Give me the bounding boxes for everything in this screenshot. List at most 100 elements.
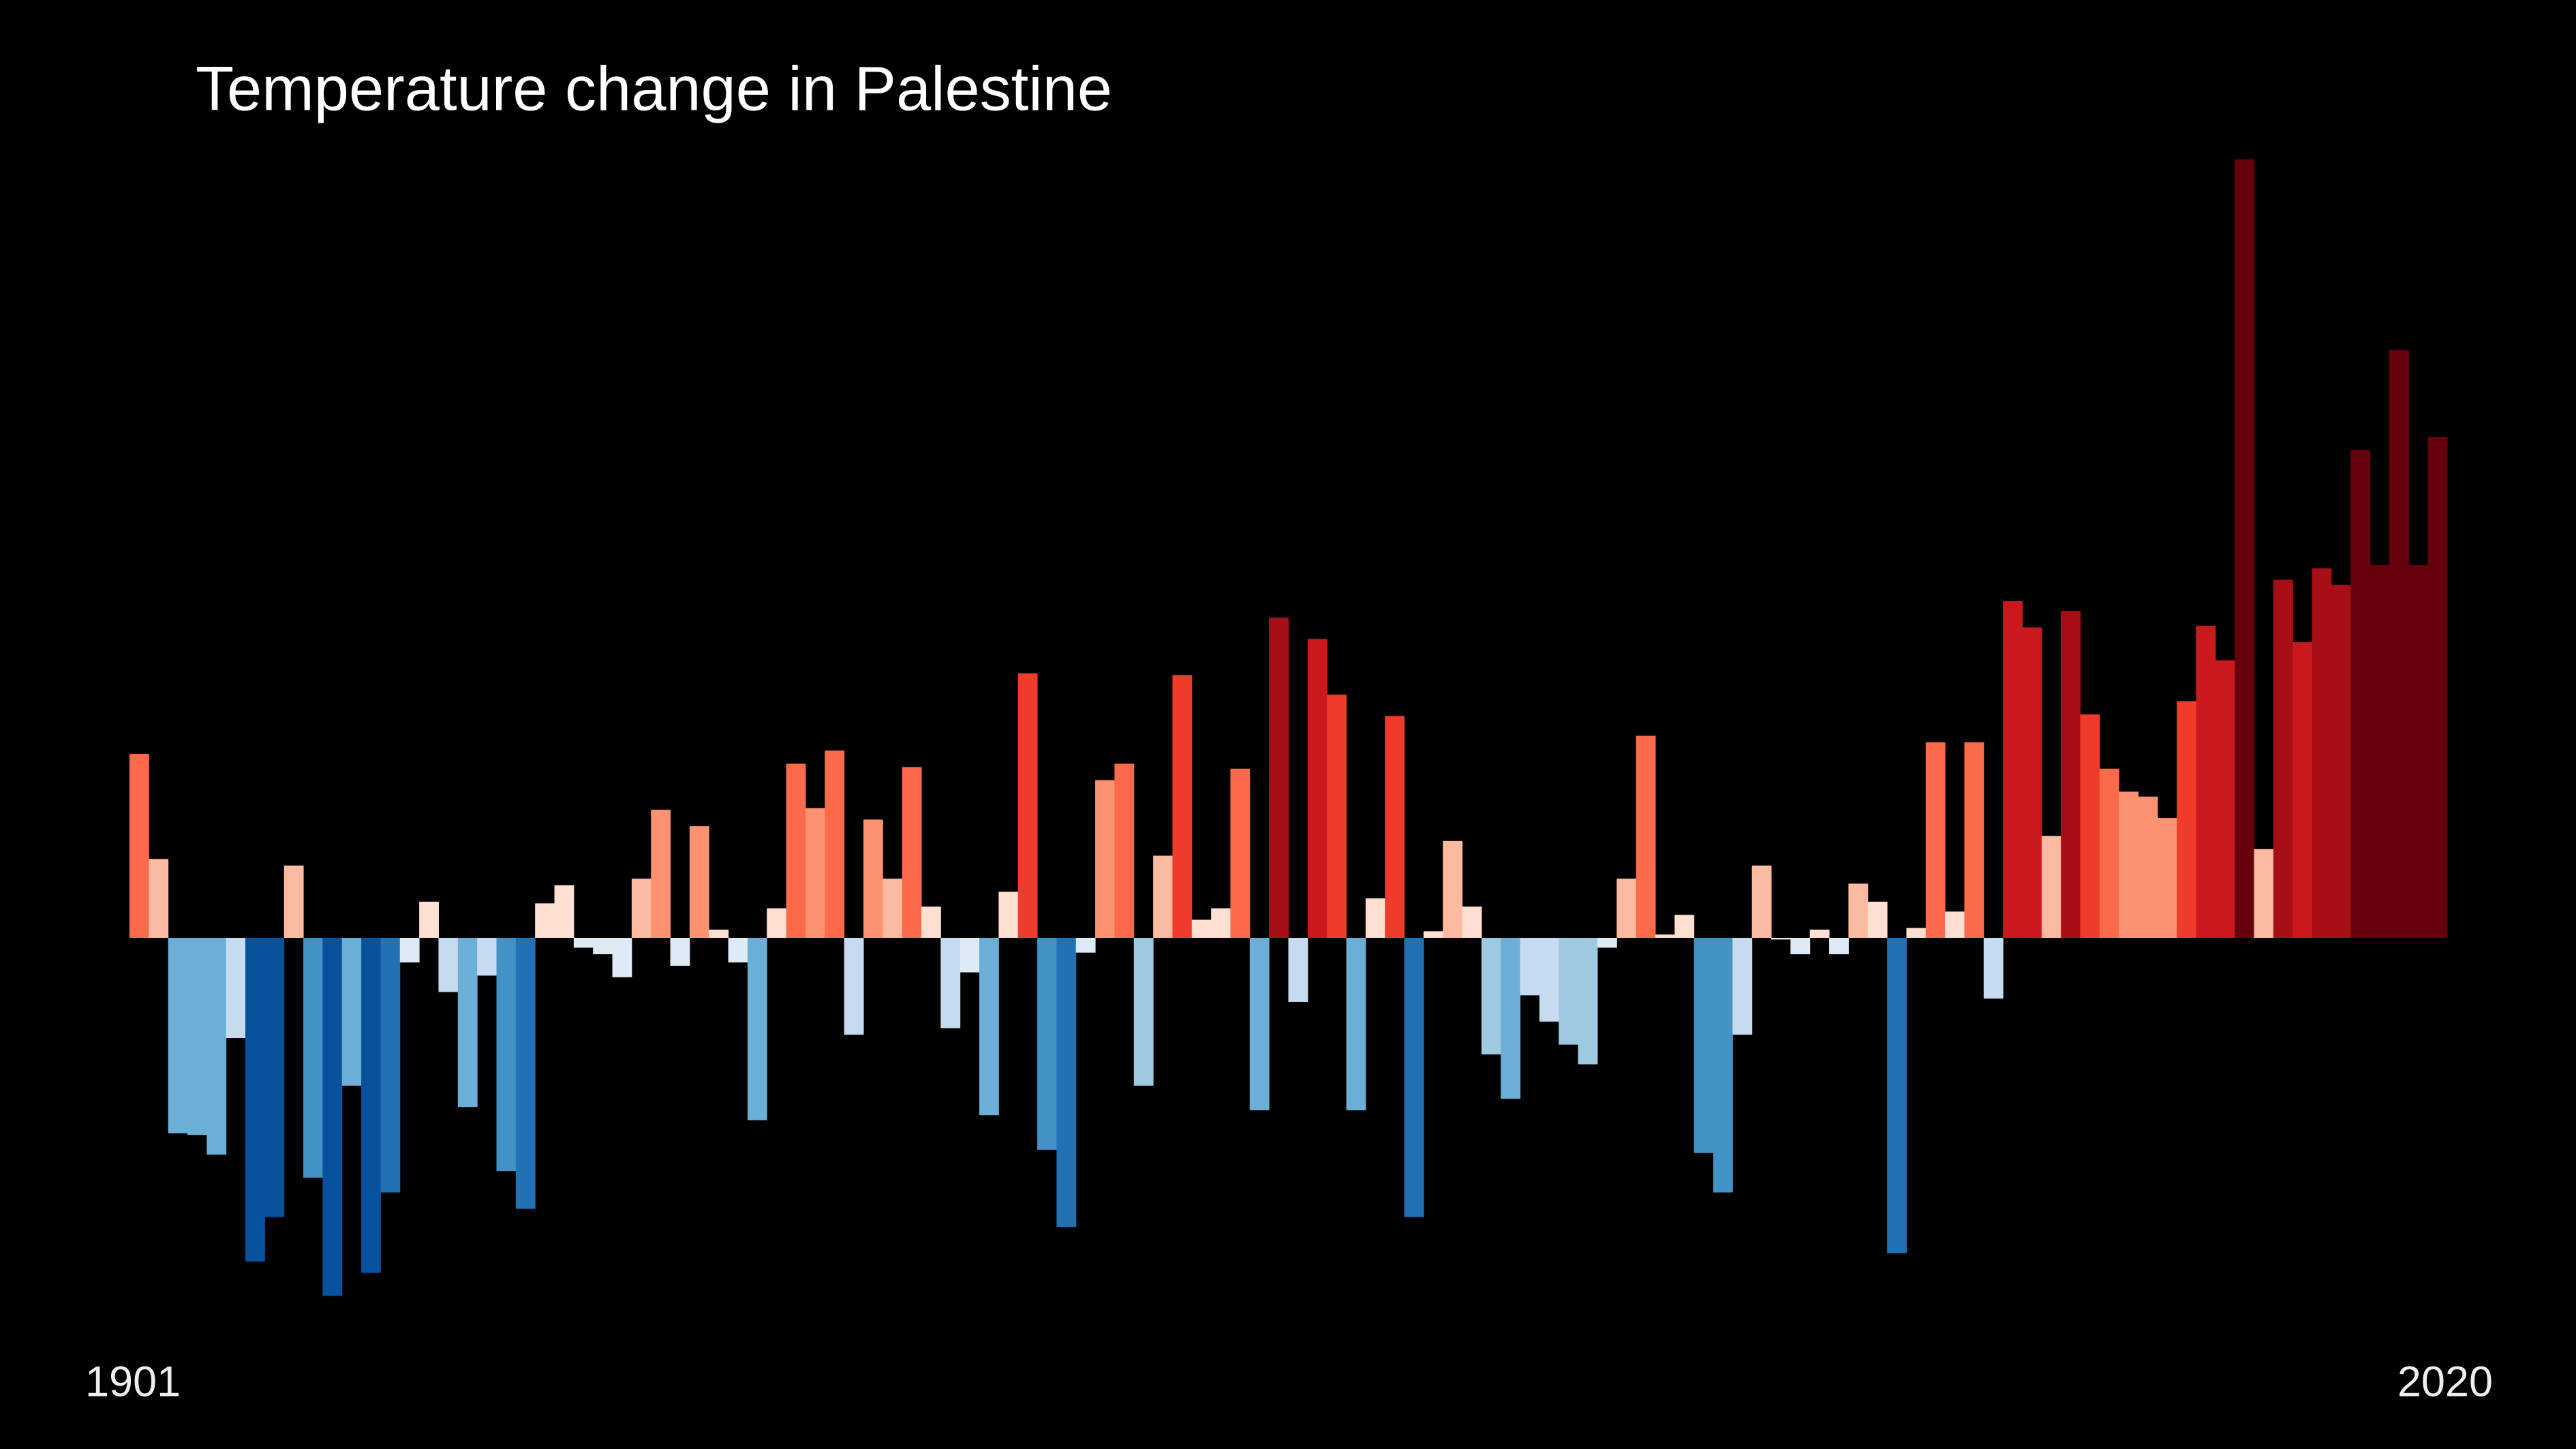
bar bbox=[554, 885, 574, 938]
bar bbox=[979, 938, 999, 1116]
bar bbox=[1751, 865, 1772, 938]
bar bbox=[2196, 626, 2216, 938]
bar bbox=[457, 938, 478, 1108]
bar bbox=[2235, 159, 2255, 938]
bar bbox=[380, 938, 401, 1193]
bar bbox=[1307, 639, 1328, 938]
bar bbox=[1327, 695, 1347, 938]
bar bbox=[612, 938, 632, 977]
bar bbox=[651, 810, 671, 938]
bar bbox=[2331, 584, 2351, 938]
bar bbox=[1288, 938, 1308, 1002]
bar bbox=[1983, 938, 2004, 999]
bar bbox=[206, 938, 227, 1155]
bar bbox=[1501, 938, 1521, 1099]
bar bbox=[1056, 938, 1077, 1227]
bar bbox=[1153, 855, 1173, 938]
bar bbox=[2389, 350, 2409, 938]
bar bbox=[1964, 742, 1984, 938]
bar bbox=[1269, 617, 1289, 938]
bar bbox=[226, 938, 246, 1039]
x-tick-label: 2020 bbox=[2397, 1358, 2493, 1406]
bar bbox=[2099, 768, 2119, 938]
bar bbox=[2080, 714, 2100, 938]
bar bbox=[747, 938, 767, 1120]
bar bbox=[1230, 768, 1251, 938]
bar bbox=[1693, 938, 1714, 1153]
bar bbox=[515, 938, 536, 1209]
bar bbox=[1597, 938, 1617, 948]
bar bbox=[496, 938, 517, 1172]
bar bbox=[2022, 627, 2042, 938]
bar bbox=[1674, 915, 1695, 938]
bar bbox=[593, 938, 613, 955]
bar bbox=[1925, 742, 1946, 938]
bar bbox=[322, 938, 343, 1296]
bar bbox=[361, 938, 381, 1273]
bar bbox=[1133, 938, 1154, 1086]
x-tick-label: 1901 bbox=[85, 1358, 181, 1406]
bar bbox=[786, 763, 806, 938]
bar bbox=[1636, 735, 1656, 938]
bar bbox=[2061, 611, 2081, 938]
bar bbox=[1481, 938, 1501, 1055]
bar bbox=[2157, 818, 2177, 938]
bar bbox=[1539, 938, 1559, 1022]
bar bbox=[264, 938, 285, 1217]
bar bbox=[1906, 928, 1927, 938]
bar bbox=[2119, 791, 2139, 938]
bar bbox=[689, 826, 709, 938]
bar bbox=[1249, 938, 1270, 1111]
bar bbox=[1191, 919, 1212, 938]
bar bbox=[2254, 849, 2274, 938]
bar bbox=[767, 908, 787, 938]
bar bbox=[921, 906, 941, 938]
bar bbox=[149, 859, 169, 938]
bar bbox=[419, 901, 439, 938]
bar bbox=[1867, 901, 1888, 938]
bar bbox=[2408, 564, 2429, 938]
bar bbox=[2370, 564, 2390, 938]
bar bbox=[1346, 938, 1366, 1111]
bar bbox=[844, 938, 864, 1035]
bar bbox=[1559, 938, 1579, 1045]
bar bbox=[1114, 763, 1135, 938]
bar bbox=[283, 865, 304, 938]
bar bbox=[1385, 716, 1405, 938]
bar bbox=[863, 819, 883, 938]
bar bbox=[1017, 673, 1038, 938]
bar bbox=[1790, 938, 1811, 955]
bar bbox=[1443, 840, 1463, 938]
bar bbox=[399, 938, 420, 963]
bar bbox=[940, 938, 961, 1028]
bar bbox=[187, 938, 207, 1135]
bar bbox=[2215, 660, 2235, 938]
bar bbox=[1616, 879, 1637, 938]
bar bbox=[1172, 675, 1193, 938]
bar bbox=[1365, 898, 1385, 938]
bar bbox=[573, 938, 594, 948]
bar bbox=[438, 938, 459, 992]
bar bbox=[1713, 938, 1733, 1193]
bar bbox=[1887, 938, 1907, 1253]
bar bbox=[1075, 938, 1096, 953]
bar bbox=[168, 938, 188, 1133]
bar bbox=[245, 938, 265, 1262]
bar bbox=[709, 929, 729, 938]
bar bbox=[883, 879, 903, 938]
bar bbox=[1423, 931, 1443, 938]
chart-title: Temperature change in Palestine bbox=[196, 54, 1112, 123]
bar bbox=[1848, 883, 1869, 938]
bar bbox=[998, 891, 1019, 938]
bar bbox=[535, 903, 555, 938]
bar bbox=[902, 767, 922, 938]
bar bbox=[2003, 600, 2023, 938]
bar bbox=[1462, 906, 1482, 938]
bar bbox=[631, 879, 651, 938]
bar bbox=[1732, 938, 1753, 1035]
bar bbox=[303, 938, 323, 1178]
bar bbox=[2427, 436, 2448, 938]
bar bbox=[1211, 908, 1231, 938]
bar bbox=[129, 754, 149, 938]
bar bbox=[1809, 929, 1830, 938]
